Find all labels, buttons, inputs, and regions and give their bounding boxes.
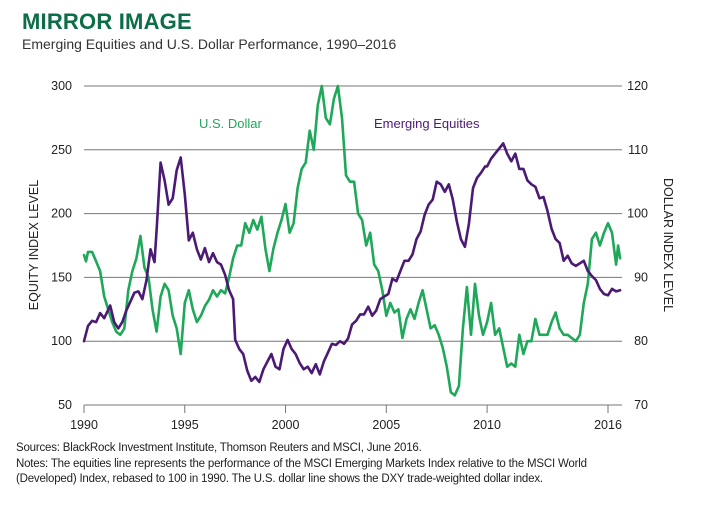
legend-us-dollar: U.S. Dollar — [199, 116, 263, 131]
x-tick-label: 2000 — [272, 418, 300, 432]
emerging-equities-line — [82, 142, 622, 384]
y-left-tick-label: 100 — [51, 334, 72, 348]
y-right-tick-label: 80 — [634, 334, 648, 348]
y-left-tick-label: 250 — [51, 143, 72, 157]
chart-title: MIRROR IMAGE — [22, 9, 192, 34]
x-tick-label: 2016 — [594, 418, 622, 432]
series-lines — [82, 84, 622, 397]
x-axis: 1990 1995 2000 2005 2010 2016 — [70, 404, 622, 432]
y-right-tick-label: 110 — [628, 143, 648, 157]
y-left-tick-label: 50 — [58, 398, 72, 412]
legend-emerging-equities: Emerging Equities — [374, 116, 480, 131]
notes-line-2: (Developed) Index, rebased to 100 in 199… — [16, 473, 543, 485]
y-left-tick-label: 150 — [51, 270, 72, 284]
chart-canvas: 1990 1995 2000 2005 2010 2016 300 250 200 150 100… — [27, 79, 675, 432]
us-dollar-line — [82, 84, 622, 397]
y-right-tick-label: 70 — [634, 398, 648, 412]
x-tick-label: 1995 — [171, 418, 199, 432]
y-axis-left-title: EQUITY INDEX LEVEL — [27, 180, 41, 310]
x-tick-label: 1990 — [70, 418, 98, 432]
sources-text: Sources: BlackRock Investment Institute,… — [16, 442, 422, 454]
y-right-tick-label: 120 — [627, 79, 648, 93]
x-tick-label: 2010 — [473, 418, 501, 432]
notes-line-1: Notes: The equities line represents the … — [16, 457, 587, 470]
y-right-tick-label: 90 — [634, 270, 648, 284]
x-tick-label: 2005 — [372, 418, 400, 432]
y-axis-left: 300 250 200 150 100 50 — [51, 79, 72, 412]
chart-subtitle: Emerging Equities and U.S. Dollar Perfor… — [22, 36, 397, 52]
y-left-tick-label: 300 — [51, 79, 72, 93]
gridlines — [84, 85, 622, 342]
y-left-tick-label: 200 — [51, 207, 72, 221]
y-axis-right-title: DOLLAR INDEX LEVEL — [661, 178, 675, 312]
y-axis-right: 120 110 100 90 80 70 — [627, 79, 648, 412]
y-right-tick-label: 100 — [627, 207, 648, 221]
chart-notes: Sources: BlackRock Investment Institute,… — [16, 441, 716, 488]
